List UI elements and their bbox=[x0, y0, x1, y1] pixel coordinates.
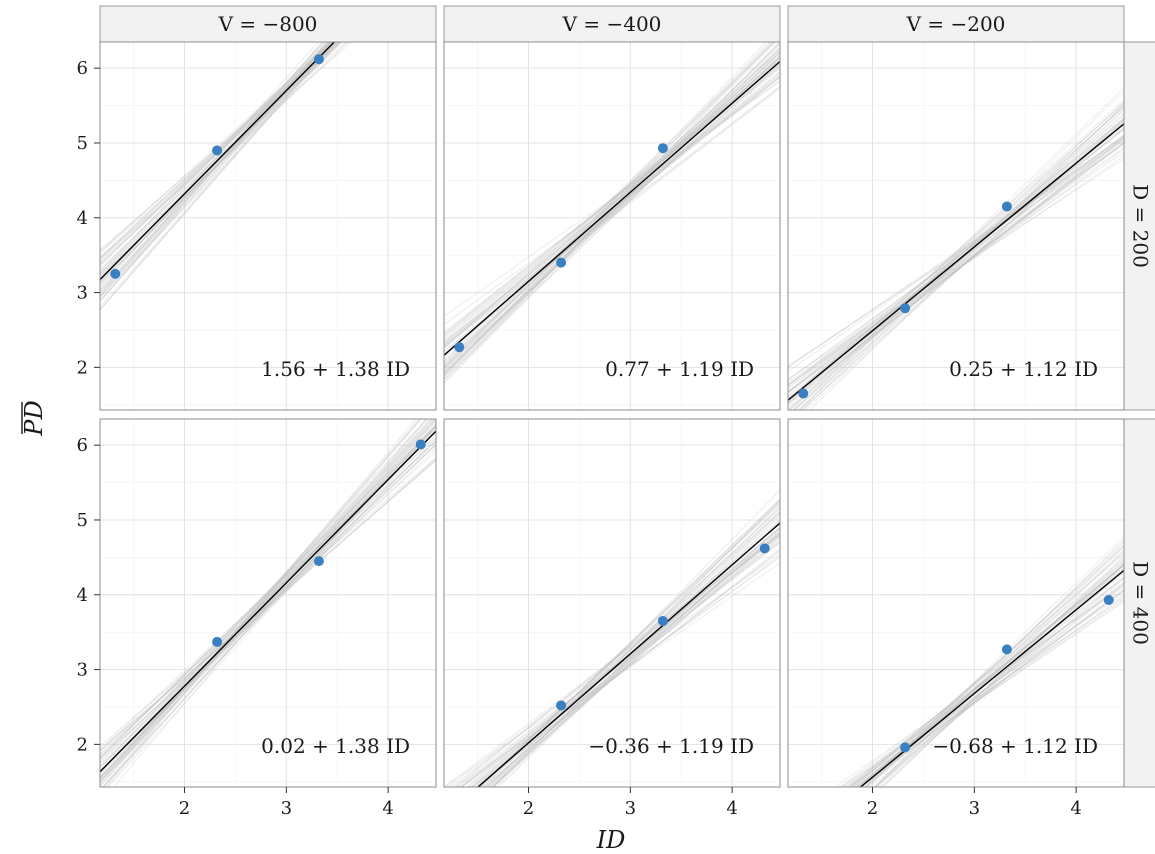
x-tick-label: 4 bbox=[382, 798, 393, 819]
data-point bbox=[900, 303, 910, 313]
y-tick-label: 6 bbox=[77, 435, 88, 456]
y-tick-label: 2 bbox=[77, 357, 88, 378]
panel-background bbox=[444, 419, 780, 787]
y-tick-label: 4 bbox=[77, 208, 88, 229]
y-tick-label: 6 bbox=[77, 58, 88, 79]
data-point bbox=[110, 269, 120, 279]
equation-label: −0.68 + 1.12 ID bbox=[932, 734, 1098, 758]
facet-panel: 0.25 + 1.12 ID bbox=[788, 42, 1124, 431]
facet-strip-row-label: D = 200 bbox=[1129, 184, 1153, 268]
facet-panels: 1.56 + 1.38 ID 0.77 + 1.19 ID 0.25 + 1.12 … bbox=[100, 0, 1124, 854]
equation-label: 0.02 + 1.38 ID bbox=[261, 734, 410, 758]
data-point bbox=[212, 637, 222, 647]
facet-panel: 0.02 + 1.38 ID bbox=[100, 395, 436, 803]
x-tick-label: 2 bbox=[867, 798, 878, 819]
data-point bbox=[314, 556, 324, 566]
y-tick-label: 4 bbox=[77, 585, 88, 606]
y-axis-title: PD bbox=[20, 400, 48, 436]
y-tick-label: 3 bbox=[77, 660, 88, 681]
facet-strip-row-label: D = 400 bbox=[1129, 561, 1153, 645]
data-point bbox=[556, 700, 566, 710]
data-point bbox=[1104, 595, 1114, 605]
x-tick-label: 3 bbox=[969, 798, 980, 819]
y-axis-title-group: PD bbox=[20, 400, 48, 436]
x-axis-title: ID bbox=[596, 826, 626, 854]
data-point bbox=[658, 616, 668, 626]
data-point bbox=[760, 543, 770, 553]
data-point bbox=[900, 742, 910, 752]
data-point bbox=[1002, 202, 1012, 212]
facet-panel: −0.68 + 1.12 ID bbox=[788, 419, 1124, 854]
data-point bbox=[454, 342, 464, 352]
x-tick-label: 3 bbox=[625, 798, 636, 819]
facet-panel: −0.36 + 1.19 ID bbox=[444, 419, 780, 840]
x-tick-label: 4 bbox=[726, 798, 737, 819]
facet-strip-column-label: V = −200 bbox=[906, 12, 1006, 36]
data-point bbox=[416, 439, 426, 449]
equation-label: 0.25 + 1.12 ID bbox=[949, 357, 1098, 381]
x-tick-label: 2 bbox=[523, 798, 534, 819]
y-tick-label: 5 bbox=[77, 510, 88, 531]
data-point bbox=[1002, 644, 1012, 654]
equation-label: 0.77 + 1.19 ID bbox=[605, 357, 754, 381]
data-point bbox=[314, 54, 324, 64]
data-point bbox=[658, 143, 668, 153]
facet-strip-column-label: V = −400 bbox=[562, 12, 662, 36]
data-point bbox=[798, 389, 808, 399]
x-tick-label: 4 bbox=[1070, 798, 1081, 819]
x-tick-label: 3 bbox=[281, 798, 292, 819]
equation-label: −0.36 + 1.19 ID bbox=[588, 734, 754, 758]
facet-strip-column-label: V = −800 bbox=[218, 12, 318, 36]
y-tick-label: 5 bbox=[77, 133, 88, 154]
data-point bbox=[556, 258, 566, 268]
facet-panel: 0.77 + 1.19 ID bbox=[444, 27, 780, 410]
data-point bbox=[212, 145, 222, 155]
x-tick-label: 2 bbox=[179, 798, 190, 819]
y-tick-label: 2 bbox=[77, 734, 88, 755]
y-tick-label: 3 bbox=[77, 283, 88, 304]
facet-panel: 1.56 + 1.38 ID bbox=[100, 0, 436, 410]
equation-label: 1.56 + 1.38 ID bbox=[261, 357, 410, 381]
